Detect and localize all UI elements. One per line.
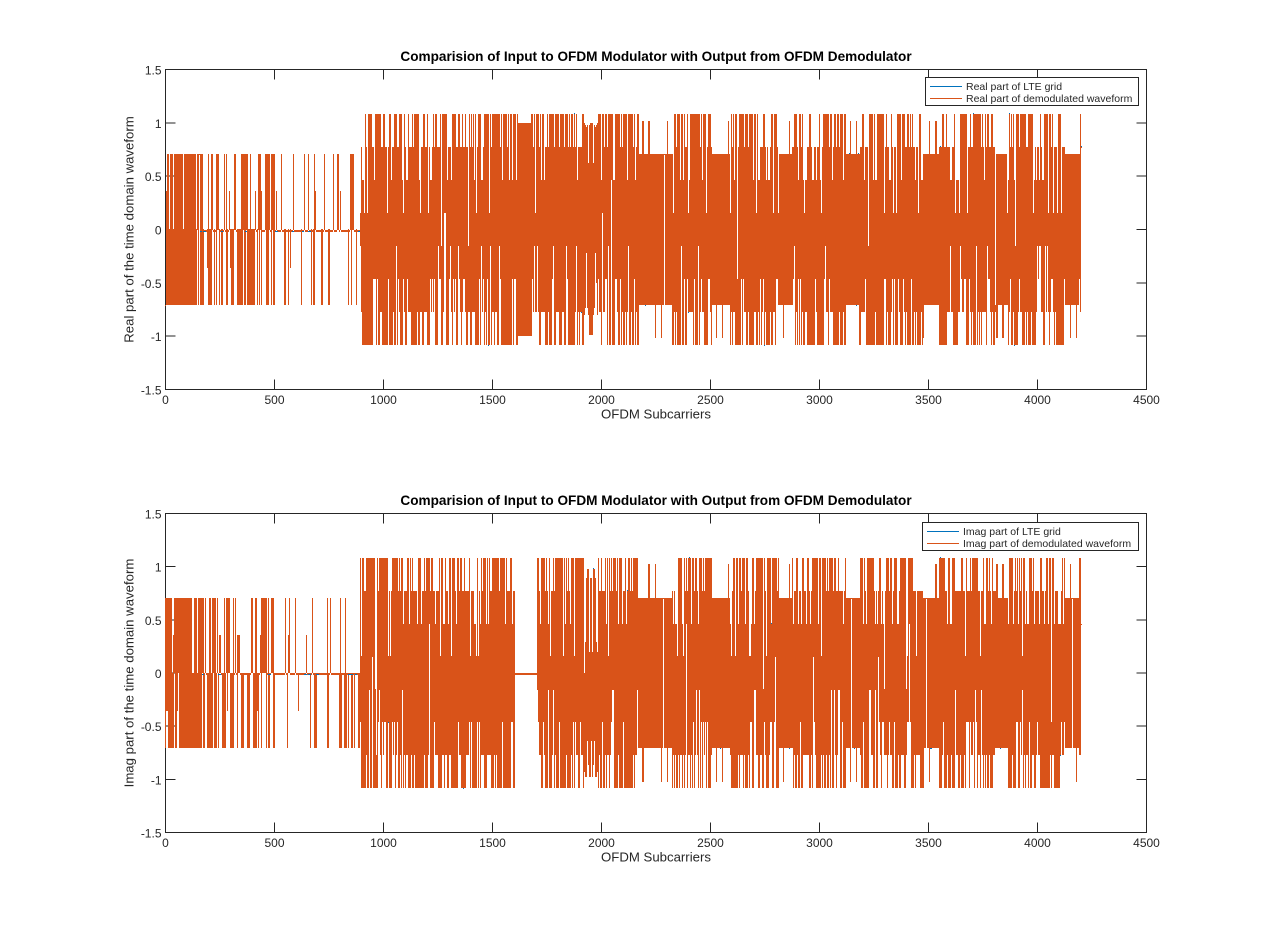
svg-text:Comparision of Input to OFDM M: Comparision of Input to OFDM Modulator w… [400,49,912,64]
svg-text:-1.5: -1.5 [141,827,162,841]
svg-text:Comparision of Input to OFDM M: Comparision of Input to OFDM Modulator w… [400,493,912,508]
svg-text:OFDM Subcarriers: OFDM Subcarriers [601,407,711,422]
svg-text:0: 0 [155,667,162,681]
svg-text:500: 500 [264,836,284,850]
svg-text:Real part of demodulated wavef: Real part of demodulated waveform [966,93,1133,105]
svg-text:-0.5: -0.5 [141,277,162,291]
svg-text:1: 1 [155,561,162,575]
svg-text:Real part of the time domain w: Real part of the time domain waveform [121,116,136,343]
svg-text:Imag part of the time domain w: Imag part of the time domain waveform [121,559,136,788]
svg-text:4000: 4000 [1024,393,1051,407]
svg-text:3000: 3000 [806,393,833,407]
svg-text:1.5: 1.5 [145,508,162,522]
svg-text:Imag part of demodulated wavef: Imag part of demodulated waveform [963,538,1131,550]
svg-text:4500: 4500 [1133,836,1160,850]
svg-text:3000: 3000 [806,836,833,850]
svg-text:4000: 4000 [1024,836,1051,850]
svg-text:1000: 1000 [370,393,397,407]
svg-text:0: 0 [162,836,169,850]
svg-text:2000: 2000 [588,836,615,850]
svg-text:4500: 4500 [1133,393,1160,407]
svg-text:1500: 1500 [479,393,506,407]
svg-text:2500: 2500 [697,836,724,850]
svg-text:0.5: 0.5 [145,614,162,628]
svg-text:-0.5: -0.5 [141,720,162,734]
svg-text:-1: -1 [151,773,162,787]
svg-text:1500: 1500 [479,836,506,850]
svg-text:-1: -1 [151,330,162,344]
svg-text:0: 0 [155,224,162,238]
svg-text:3500: 3500 [915,393,942,407]
svg-text:2500: 2500 [697,393,724,407]
svg-text:500: 500 [264,393,284,407]
svg-text:-1.5: -1.5 [141,384,162,398]
svg-text:0: 0 [162,393,169,407]
svg-text:1.5: 1.5 [145,64,162,78]
svg-text:1: 1 [155,117,162,131]
svg-text:Imag part of LTE grid: Imag part of LTE grid [963,526,1061,538]
svg-text:0.5: 0.5 [145,170,162,184]
svg-text:Real part of LTE grid: Real part of LTE grid [966,81,1062,93]
svg-text:OFDM Subcarriers: OFDM Subcarriers [601,850,711,865]
svg-text:3500: 3500 [915,836,942,850]
svg-text:2000: 2000 [588,393,615,407]
svg-text:1000: 1000 [370,836,397,850]
